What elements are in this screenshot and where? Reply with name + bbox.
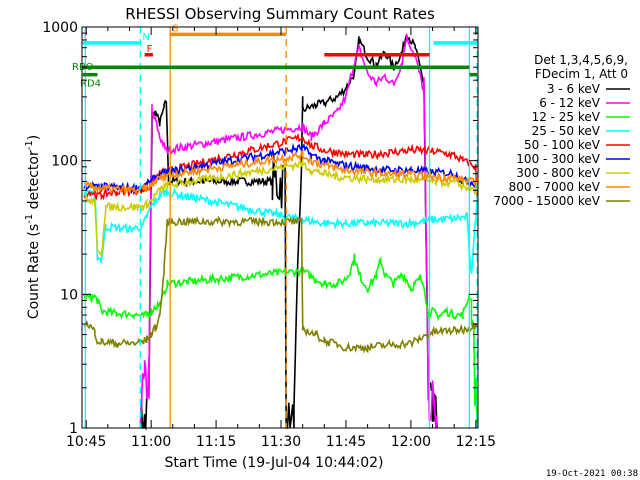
legend-label: 800 - 7000 keV [509, 180, 601, 194]
svg-text:Count Rate (s-1 detector-1): Count Rate (s-1 detector-1) [24, 135, 42, 319]
marker-label: N [142, 32, 149, 43]
y-tick-label: 1000 [42, 20, 78, 36]
x-axis-label: Start Time (19-Jul-04 10:44:02) [164, 455, 383, 471]
legend-header: Det 1,3,4,5,6,9, [534, 53, 628, 67]
series-line [83, 142, 478, 195]
legend-label: 50 - 100 keV [524, 138, 601, 152]
marker-label: F [147, 44, 153, 55]
series-line [83, 149, 478, 195]
marker-label: S [172, 23, 178, 34]
x-tick-label: 11:15 [196, 434, 236, 450]
x-tick-label: 11:00 [131, 434, 171, 450]
legend-label: 300 - 800 keV [516, 166, 600, 180]
legend-label: 6 - 12 keV [539, 96, 601, 110]
marker-label: RD4 [80, 79, 101, 90]
y-tick-label: 100 [51, 154, 78, 170]
timestamp: 19-Oct-2021 00:38 [546, 469, 638, 479]
legend: Det 1,3,4,5,6,9,FDecim 1, Att 03 - 6 keV… [493, 53, 630, 208]
x-tick-label: 12:15 [456, 434, 496, 450]
legend-header: FDecim 1, Att 0 [535, 67, 628, 81]
series-line [139, 33, 438, 429]
y-tick-label: 1 [69, 421, 78, 437]
y-axis-label: Count Rate (s-1 detector-1) [24, 135, 42, 319]
x-tick-label: 10:45 [66, 434, 106, 450]
legend-label: 100 - 300 keV [516, 152, 600, 166]
legend-label: 7000 - 15000 keV [493, 194, 600, 208]
chart-title: RHESSI Observing Summary Count Rates [125, 5, 435, 23]
series-line [83, 187, 478, 274]
legend-label: 12 - 25 keV [532, 110, 601, 124]
x-tick-label: 11:30 [261, 434, 301, 450]
series-line [83, 253, 478, 429]
series-line [139, 34, 438, 431]
legend-label: 25 - 50 keV [532, 124, 601, 138]
series-line [83, 215, 478, 354]
x-tick-label: 12:00 [391, 434, 431, 450]
x-tick-label: 11:45 [326, 434, 366, 450]
y-tick-label: 10 [60, 287, 78, 303]
legend-label: 3 - 6 keV [547, 82, 601, 96]
series-line [83, 159, 478, 257]
plot-frame [81, 26, 479, 429]
